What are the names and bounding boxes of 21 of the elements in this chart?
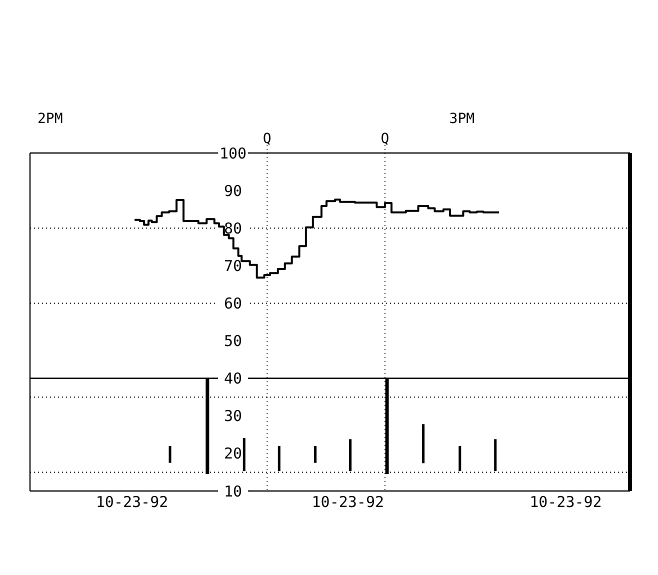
bar [242,438,246,472]
y-tick-label: 70 [224,256,242,275]
y-tick-label: 10 [224,482,242,500]
bar [168,446,172,463]
ref-line-label: Q [262,131,272,147]
x2-tick-label: 2PM [37,111,63,127]
x-tick-label: 10-23-92 [96,493,168,511]
y-tick-label: 90 [224,182,242,200]
y-tick-label: 50 [224,332,242,350]
y-tick-label: 20 [224,444,242,463]
bar [314,446,317,463]
y-tick-label: 40 [224,370,242,388]
y-tick-label: 30 [224,407,242,426]
ref-line-label: Q [380,131,390,147]
y-tick-label: 100 [219,144,247,162]
x-tick-label: 10-23-92 [312,493,384,511]
bar [422,424,425,464]
x2-tick-label: 3PM [449,111,475,127]
x-tick-label: 10-23-92 [530,493,602,511]
y-tick-label: 80 [224,219,242,238]
y-tick-label: 60 [224,294,242,312]
